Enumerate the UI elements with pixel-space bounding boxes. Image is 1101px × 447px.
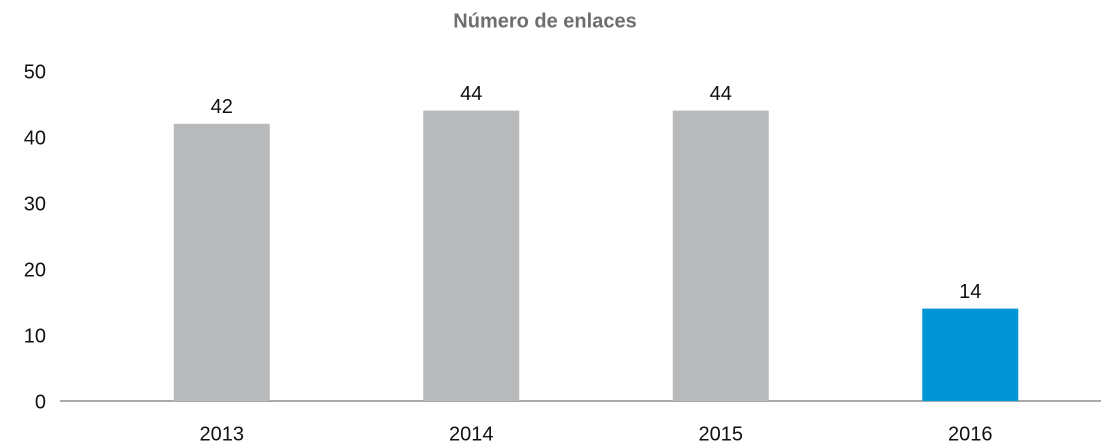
- y-tick-label: 20: [24, 259, 46, 281]
- value-label: 44: [710, 83, 732, 105]
- y-tick-label: 0: [35, 391, 46, 413]
- bar: [672, 110, 769, 401]
- bar: [173, 123, 270, 402]
- bar: [423, 110, 520, 401]
- value-label: 44: [460, 83, 482, 105]
- value-label: 14: [959, 281, 981, 303]
- x-tick-label: 2015: [699, 423, 744, 445]
- y-tick-label: 30: [24, 193, 46, 215]
- x-tick-label: 2016: [948, 423, 993, 445]
- x-tick-label: 2014: [449, 423, 494, 445]
- value-label: 42: [211, 96, 233, 118]
- x-tick-label: 2013: [200, 423, 245, 445]
- y-tick-label: 50: [24, 61, 46, 83]
- chart-title: Número de enlaces: [453, 10, 636, 32]
- y-tick-label: 10: [24, 325, 46, 347]
- y-tick-label: 40: [24, 127, 46, 149]
- bar: [922, 308, 1019, 401]
